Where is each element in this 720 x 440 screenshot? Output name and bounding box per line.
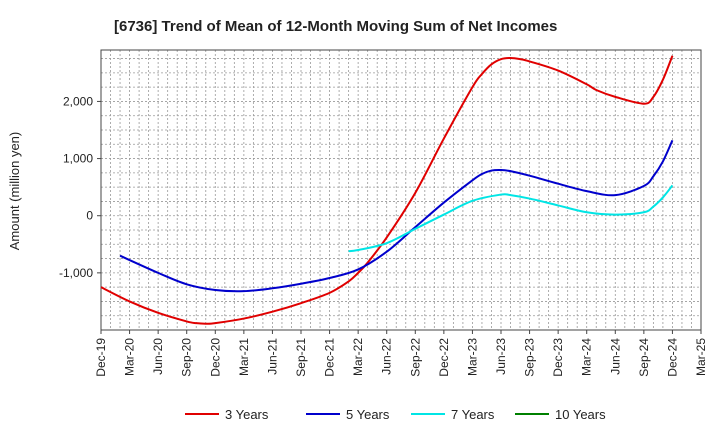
y-tick-label: 0 (86, 209, 93, 223)
x-tick-label: Mar-23 (465, 338, 479, 376)
x-tick-label: Jun-20 (151, 338, 165, 375)
x-tick-label: Jun-22 (380, 338, 394, 375)
x-tick-label: Sep-22 (408, 338, 422, 377)
x-tick-label: Dec-20 (208, 338, 222, 377)
y-tick-label: 2,000 (63, 94, 93, 108)
x-tick-label: Dec-23 (551, 338, 565, 377)
y-tick-label: 1,000 (63, 152, 93, 166)
x-tick-label: Mar-21 (237, 338, 251, 376)
chart-title: [6736] Trend of Mean of 12-Month Moving … (114, 18, 557, 35)
y-tick-labels: -1,000 0 1,000 2,000 (59, 94, 101, 280)
x-tick-labels: Dec-19 Mar-20 Jun-20 Sep-20 Dec-20 Mar-21 Jun-… (94, 330, 708, 377)
legend-label: 5 Years (346, 407, 390, 422)
grid (100, 50, 702, 331)
x-tick-label: Mar-25 (694, 338, 708, 376)
x-tick-label: Mar-22 (351, 338, 365, 376)
legend: 3 Years 5 Years 7 Years 10 Years (185, 407, 606, 422)
x-tick-label: Mar-20 (123, 338, 137, 376)
legend-label: 7 Years (451, 407, 495, 422)
x-tick-label: Dec-24 (665, 338, 679, 377)
legend-label: 3 Years (225, 407, 269, 422)
series-line-5-years (119, 139, 674, 293)
series-line-7-years (348, 184, 674, 253)
series-layer (100, 55, 674, 325)
y-axis-label: Amount (million yen) (7, 132, 22, 251)
x-tick-label: Sep-24 (637, 338, 651, 377)
series-line-3-years (100, 55, 674, 325)
y-tick-label: -1,000 (59, 266, 93, 280)
x-tick-label: Dec-19 (94, 338, 108, 377)
legend-label: 10 Years (555, 407, 606, 422)
x-tick-label: Jun-23 (494, 338, 508, 375)
x-tick-label: Mar-24 (580, 338, 594, 376)
x-tick-label: Dec-22 (437, 338, 451, 377)
x-tick-label: Jun-24 (608, 338, 622, 375)
x-tick-label: Sep-23 (523, 338, 537, 377)
x-tick-label: Sep-20 (180, 338, 194, 377)
x-tick-label: Jun-21 (265, 338, 279, 375)
plot-frame (100, 49, 702, 331)
x-tick-label: Sep-21 (294, 338, 308, 377)
x-tick-label: Dec-21 (323, 338, 337, 377)
